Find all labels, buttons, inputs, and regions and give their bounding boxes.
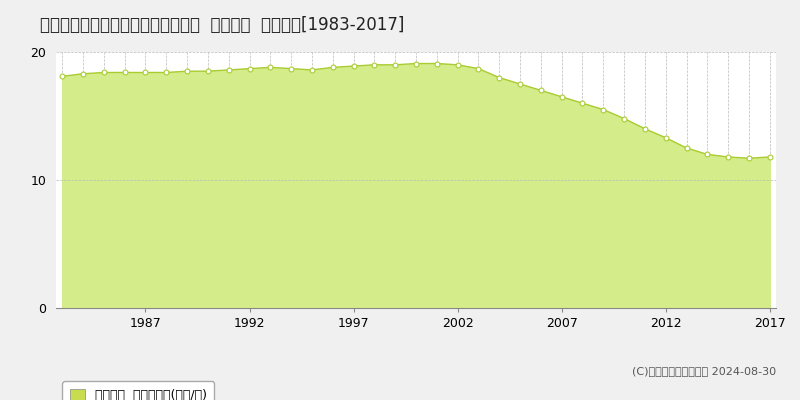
Text: 青森県弘前市大字田町１丁目３番４  地価公示  地価推移[1983-2017]: 青森県弘前市大字田町１丁目３番４ 地価公示 地価推移[1983-2017] <box>40 16 404 34</box>
Text: (C)土地価格ドットコム 2024-08-30: (C)土地価格ドットコム 2024-08-30 <box>632 366 776 376</box>
Legend: 地価公示  平均坪単価(万円/坪): 地価公示 平均坪単価(万円/坪) <box>62 381 214 400</box>
